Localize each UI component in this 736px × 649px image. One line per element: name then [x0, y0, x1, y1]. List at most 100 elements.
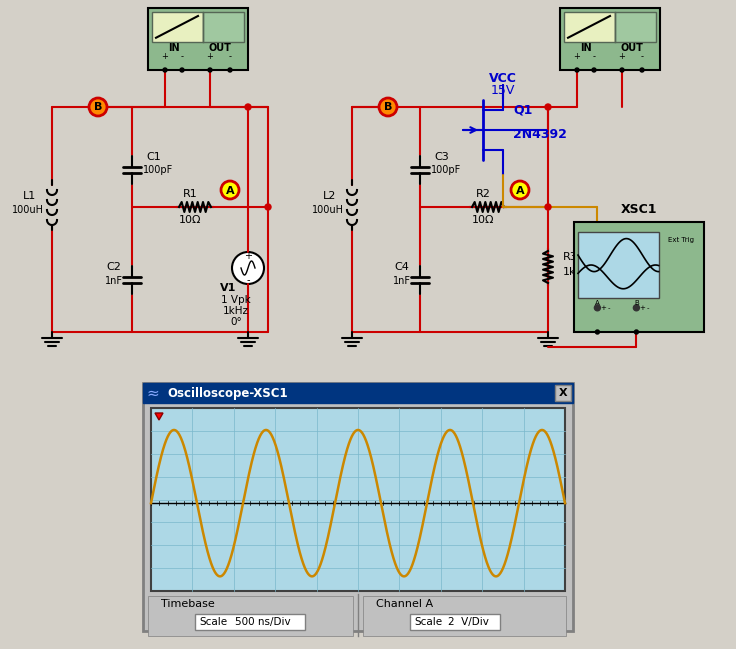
Text: +: + [618, 52, 626, 61]
Circle shape [379, 98, 397, 116]
Text: 0°: 0° [230, 317, 242, 327]
Text: R3: R3 [562, 252, 577, 262]
Bar [202, 12, 244, 42]
Text: XBP1: XBP1 [180, 0, 216, 2]
Text: Timebase: Timebase [161, 599, 215, 609]
Circle shape [89, 98, 107, 116]
Circle shape [232, 252, 264, 284]
Text: R1: R1 [183, 189, 197, 199]
Text: XBP2: XBP2 [592, 0, 629, 2]
Bar [574, 222, 704, 332]
Text: IN: IN [169, 43, 180, 53]
Text: +: + [640, 305, 645, 311]
Text: 10Ω: 10Ω [472, 215, 495, 225]
Bar [148, 596, 353, 636]
Text: B: B [93, 103, 102, 112]
Text: A: A [226, 186, 234, 195]
Text: Oscilloscope-XSC1: Oscilloscope-XSC1 [167, 387, 288, 400]
Text: R2: R2 [475, 189, 490, 199]
Bar [363, 596, 566, 636]
Text: -: - [647, 305, 650, 311]
Text: 2N4392: 2N4392 [513, 129, 567, 141]
Circle shape [208, 68, 212, 72]
Text: 500 ns/Div: 500 ns/Div [235, 617, 291, 627]
Circle shape [595, 330, 599, 334]
Text: OUT: OUT [208, 43, 231, 53]
Text: C4: C4 [394, 262, 409, 272]
Text: B: B [383, 103, 392, 112]
Bar [564, 12, 615, 42]
Bar [148, 8, 248, 70]
Text: C3: C3 [435, 152, 450, 162]
Text: A: A [516, 186, 524, 195]
Circle shape [511, 181, 529, 199]
Text: B: B [634, 300, 639, 306]
Text: X: X [559, 388, 567, 398]
Text: 15V: 15V [491, 84, 515, 97]
Text: Q1: Q1 [513, 103, 532, 117]
Text: XSC1: XSC1 [620, 203, 657, 216]
Circle shape [245, 104, 251, 110]
Text: OUT: OUT [620, 43, 643, 53]
Text: 1 Vpk: 1 Vpk [221, 295, 251, 305]
Text: 1kHz: 1kHz [223, 306, 249, 316]
Bar [578, 232, 659, 298]
Text: -: - [228, 52, 232, 61]
Text: 100uH: 100uH [312, 205, 344, 215]
Text: -: - [180, 52, 183, 61]
Text: -: - [608, 305, 611, 311]
Bar [615, 12, 656, 42]
Bar [555, 385, 571, 401]
Circle shape [620, 68, 624, 72]
Circle shape [592, 68, 596, 72]
Text: -: - [247, 275, 250, 285]
Text: +: + [207, 52, 213, 61]
Text: +: + [573, 52, 581, 61]
Bar [410, 614, 500, 630]
Text: C2: C2 [107, 262, 121, 272]
Text: 1nF: 1nF [393, 276, 411, 286]
Circle shape [228, 68, 232, 72]
Text: Scale: Scale [414, 617, 442, 627]
Bar [152, 12, 202, 42]
Text: A: A [595, 300, 600, 306]
Bar [143, 383, 573, 631]
Text: 100pF: 100pF [431, 165, 461, 175]
Text: V1: V1 [220, 283, 236, 293]
Text: Ext Trig: Ext Trig [668, 237, 693, 243]
Text: +: + [601, 305, 606, 311]
Circle shape [180, 68, 184, 72]
Bar [195, 614, 305, 630]
Text: VCC: VCC [489, 73, 517, 86]
Text: +: + [162, 52, 169, 61]
Text: -: - [592, 52, 595, 61]
Circle shape [634, 330, 638, 334]
Circle shape [634, 305, 640, 311]
Text: -: - [640, 52, 643, 61]
Text: L1: L1 [24, 191, 37, 201]
Text: 1nF: 1nF [105, 276, 123, 286]
Circle shape [221, 181, 239, 199]
Text: 10Ω: 10Ω [179, 215, 201, 225]
Text: 100pF: 100pF [143, 165, 173, 175]
Text: +: + [244, 251, 252, 261]
Text: IN: IN [580, 43, 592, 53]
Circle shape [545, 104, 551, 110]
Polygon shape [155, 413, 163, 420]
Circle shape [640, 68, 644, 72]
Circle shape [575, 68, 579, 72]
Bar [560, 8, 660, 70]
Bar [143, 383, 573, 403]
Text: 1kΩ: 1kΩ [563, 267, 585, 277]
Circle shape [265, 204, 271, 210]
Text: 100uH: 100uH [12, 205, 44, 215]
Bar [151, 408, 565, 591]
Text: Channel A: Channel A [376, 599, 433, 609]
Text: Scale: Scale [199, 617, 227, 627]
Text: C1: C1 [146, 152, 161, 162]
Circle shape [595, 305, 601, 311]
Text: 2  V/Div: 2 V/Div [448, 617, 489, 627]
Text: L2: L2 [323, 191, 336, 201]
Text: ≈: ≈ [146, 386, 160, 400]
Circle shape [163, 68, 167, 72]
